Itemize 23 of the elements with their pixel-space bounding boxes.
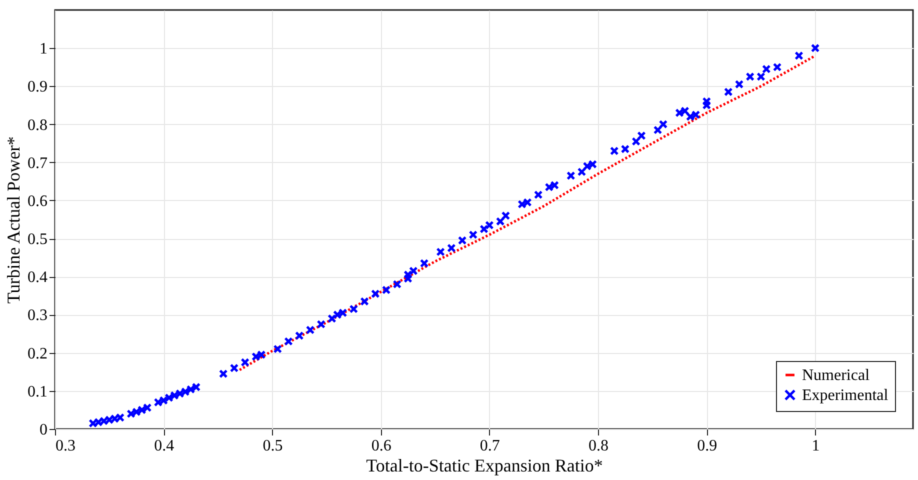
x-tick-label: 0.9 [697,438,718,454]
x-axis-title: Total-to-Static Expansion Ratio* [366,456,603,476]
x-tick-label: 0.6 [371,438,392,454]
y-tick-label: 0.1 [28,383,48,400]
y-tick-label: 1 [40,40,48,58]
y-tick-label: 0.3 [28,307,48,324]
x-tick-label: 0.5 [262,438,283,454]
y-axis-title: Turbine Actual Power* [4,136,24,304]
x-tick-label: 0.3 [56,438,76,454]
y-tick-label: 0 [40,422,48,438]
y-tick-label: 0.5 [28,231,48,248]
y-tick-label: 0.6 [28,192,48,210]
y-tick-label: 0.4 [28,269,48,286]
legend-label: Numerical [802,367,870,384]
y-tick-label: 0.8 [28,116,48,134]
x-tick-label: 0.8 [588,438,609,454]
y-tick-label: 0.2 [28,345,48,362]
x-tick-label: 0.7 [480,438,500,454]
y-tick-label: 0.7 [28,154,48,172]
legend-label: Experimental [802,387,889,404]
y-tick-label: 0.9 [28,78,48,96]
x-tick-label: 1 [812,438,820,454]
x-tick-label: 0.4 [154,438,174,454]
